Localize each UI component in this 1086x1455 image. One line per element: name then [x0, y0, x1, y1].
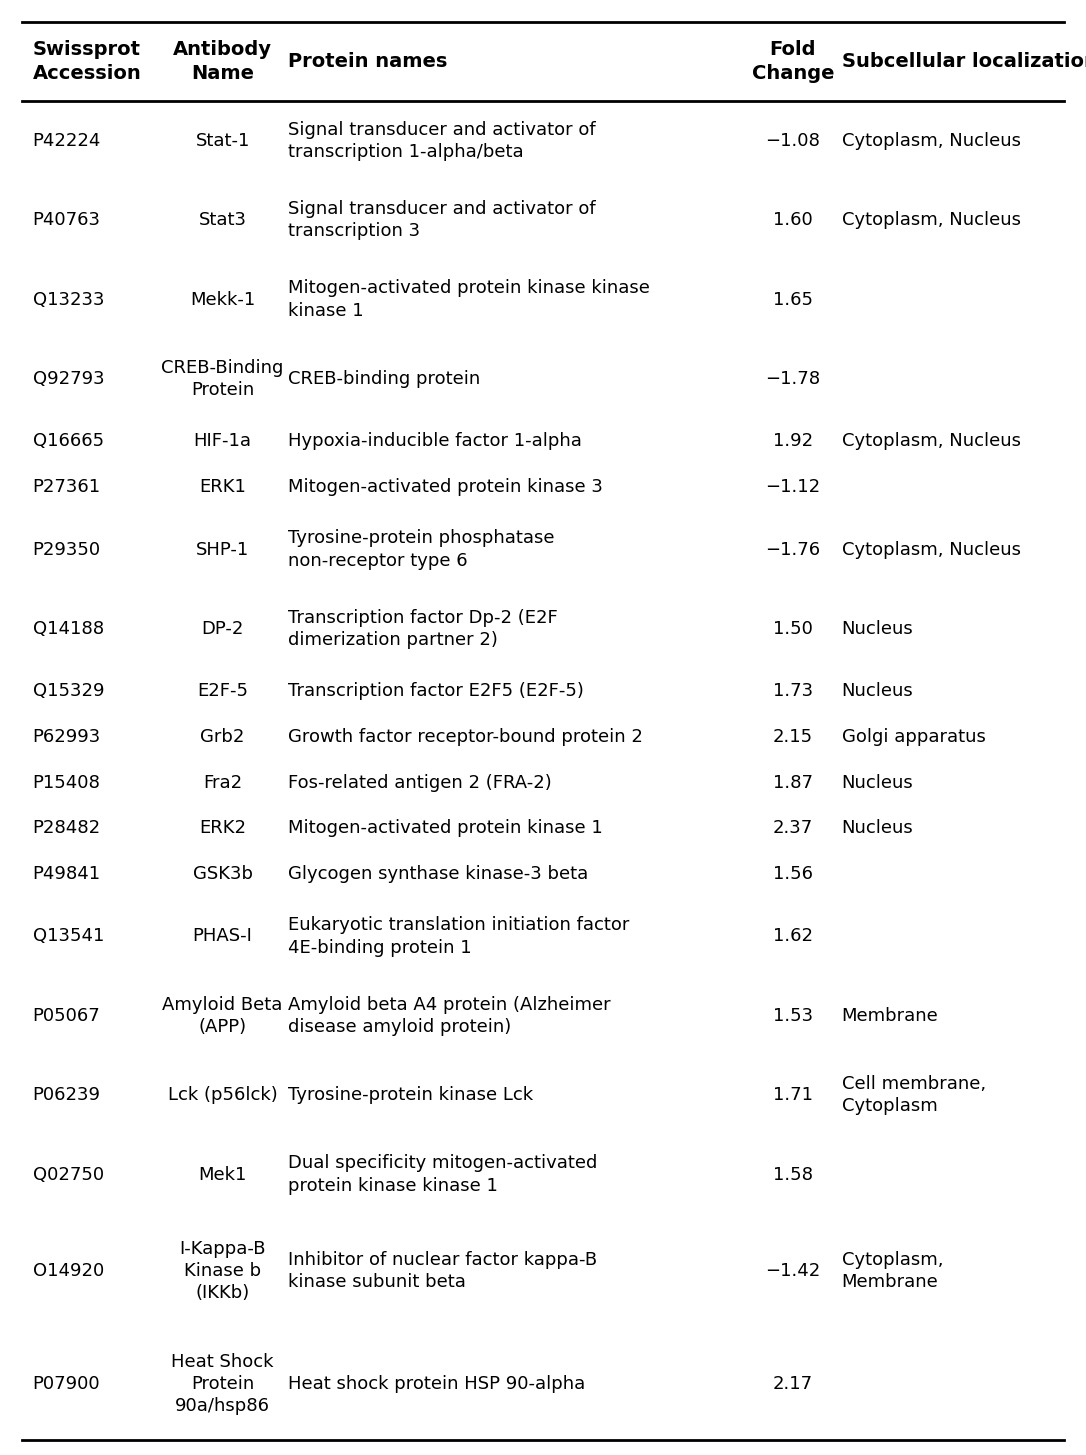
Text: P15408: P15408 [33, 774, 100, 792]
Text: Fold
Change: Fold Change [752, 41, 834, 83]
Text: P27361: P27361 [33, 479, 101, 496]
Text: −1.08: −1.08 [766, 132, 820, 150]
Text: Nucleus: Nucleus [842, 819, 913, 838]
Text: Stat3: Stat3 [199, 211, 247, 230]
Text: 2.17: 2.17 [773, 1375, 812, 1392]
Text: P40763: P40763 [33, 211, 101, 230]
Text: Cytoplasm, Nucleus: Cytoplasm, Nucleus [842, 432, 1021, 451]
Text: Q13541: Q13541 [33, 927, 104, 946]
Text: Amyloid Beta
(APP): Amyloid Beta (APP) [163, 995, 282, 1036]
Text: P42224: P42224 [33, 132, 101, 150]
Text: 1.92: 1.92 [773, 432, 812, 451]
Text: Cytoplasm, Nucleus: Cytoplasm, Nucleus [842, 211, 1021, 230]
Text: Tyrosine-protein phosphatase
non-receptor type 6: Tyrosine-protein phosphatase non-recepto… [288, 530, 554, 570]
Text: P06239: P06239 [33, 1087, 101, 1104]
Text: GSK3b: GSK3b [192, 864, 253, 883]
Text: Q92793: Q92793 [33, 370, 104, 388]
Text: Fos-related antigen 2 (FRA-2): Fos-related antigen 2 (FRA-2) [288, 774, 552, 792]
Text: ERK1: ERK1 [199, 479, 247, 496]
Text: Grb2: Grb2 [201, 728, 244, 746]
Text: Q14188: Q14188 [33, 620, 103, 637]
Text: DP-2: DP-2 [201, 620, 244, 637]
Text: Antibody
Name: Antibody Name [173, 41, 273, 83]
Text: Mitogen-activated protein kinase 3: Mitogen-activated protein kinase 3 [288, 479, 603, 496]
Text: P28482: P28482 [33, 819, 101, 838]
Text: Subcellular localization: Subcellular localization [842, 52, 1086, 71]
Text: Q15329: Q15329 [33, 682, 104, 700]
Text: Glycogen synthase kinase-3 beta: Glycogen synthase kinase-3 beta [288, 864, 588, 883]
Text: Nucleus: Nucleus [842, 774, 913, 792]
Text: O14920: O14920 [33, 1261, 104, 1280]
Text: Cytoplasm,
Membrane: Cytoplasm, Membrane [842, 1251, 943, 1291]
Text: 2.37: 2.37 [772, 819, 813, 838]
Text: 1.87: 1.87 [773, 774, 812, 792]
Text: Heat Shock
Protein
90a/hsp86: Heat Shock Protein 90a/hsp86 [172, 1353, 274, 1416]
Text: Inhibitor of nuclear factor kappa-B
kinase subunit beta: Inhibitor of nuclear factor kappa-B kina… [288, 1251, 597, 1291]
Text: Membrane: Membrane [842, 1007, 938, 1024]
Text: Q13233: Q13233 [33, 291, 104, 308]
Text: ERK2: ERK2 [199, 819, 247, 838]
Text: −1.76: −1.76 [766, 541, 820, 559]
Text: E2F-5: E2F-5 [198, 682, 248, 700]
Text: Dual specificity mitogen-activated
protein kinase kinase 1: Dual specificity mitogen-activated prote… [288, 1154, 597, 1195]
Text: Cytoplasm, Nucleus: Cytoplasm, Nucleus [842, 132, 1021, 150]
Text: Golgi apparatus: Golgi apparatus [842, 728, 985, 746]
Text: PHAS-I: PHAS-I [192, 927, 253, 946]
Text: P05067: P05067 [33, 1007, 100, 1024]
Text: 1.71: 1.71 [773, 1087, 812, 1104]
Text: Nucleus: Nucleus [842, 682, 913, 700]
Text: Nucleus: Nucleus [842, 620, 913, 637]
Text: 1.53: 1.53 [773, 1007, 812, 1024]
Text: Mitogen-activated protein kinase kinase
kinase 1: Mitogen-activated protein kinase kinase … [288, 279, 649, 320]
Text: Transcription factor Dp-2 (E2F
dimerization partner 2): Transcription factor Dp-2 (E2F dimerizat… [288, 608, 557, 649]
Text: I-Kappa-B
Kinase b
(IKKb): I-Kappa-B Kinase b (IKKb) [179, 1240, 266, 1302]
Text: Cytoplasm, Nucleus: Cytoplasm, Nucleus [842, 541, 1021, 559]
Text: Mitogen-activated protein kinase 1: Mitogen-activated protein kinase 1 [288, 819, 603, 838]
Text: Hypoxia-inducible factor 1-alpha: Hypoxia-inducible factor 1-alpha [288, 432, 582, 451]
Text: Growth factor receptor-bound protein 2: Growth factor receptor-bound protein 2 [288, 728, 643, 746]
Text: Protein names: Protein names [288, 52, 447, 71]
Text: Lck (p56lck): Lck (p56lck) [167, 1087, 278, 1104]
Text: P29350: P29350 [33, 541, 101, 559]
Text: Q02750: Q02750 [33, 1165, 103, 1183]
Text: Eukaryotic translation initiation factor
4E-binding protein 1: Eukaryotic translation initiation factor… [288, 917, 629, 956]
Text: 2.15: 2.15 [773, 728, 812, 746]
Text: Q16665: Q16665 [33, 432, 103, 451]
Text: 1.60: 1.60 [773, 211, 812, 230]
Text: SHP-1: SHP-1 [195, 541, 250, 559]
Text: P49841: P49841 [33, 864, 101, 883]
Text: −1.12: −1.12 [766, 479, 820, 496]
Text: Mek1: Mek1 [199, 1165, 247, 1183]
Text: Heat shock protein HSP 90-alpha: Heat shock protein HSP 90-alpha [288, 1375, 585, 1392]
Text: 1.50: 1.50 [773, 620, 812, 637]
Text: Fra2: Fra2 [203, 774, 242, 792]
Text: −1.42: −1.42 [766, 1261, 820, 1280]
Text: Signal transducer and activator of
transcription 3: Signal transducer and activator of trans… [288, 201, 595, 240]
Text: Mekk-1: Mekk-1 [190, 291, 255, 308]
Text: Swissprot
Accession: Swissprot Accession [33, 41, 141, 83]
Text: Tyrosine-protein kinase Lck: Tyrosine-protein kinase Lck [288, 1087, 533, 1104]
Text: Stat-1: Stat-1 [195, 132, 250, 150]
Text: 1.73: 1.73 [773, 682, 812, 700]
Text: P07900: P07900 [33, 1375, 100, 1392]
Text: 1.65: 1.65 [773, 291, 812, 308]
Text: −1.78: −1.78 [766, 370, 820, 388]
Text: HIF-1a: HIF-1a [193, 432, 252, 451]
Text: Transcription factor E2F5 (E2F-5): Transcription factor E2F5 (E2F-5) [288, 682, 583, 700]
Text: 1.62: 1.62 [773, 927, 812, 946]
Text: CREB-binding protein: CREB-binding protein [288, 370, 480, 388]
Text: Amyloid beta A4 protein (Alzheimer
disease amyloid protein): Amyloid beta A4 protein (Alzheimer disea… [288, 995, 610, 1036]
Text: 1.56: 1.56 [773, 864, 812, 883]
Text: Signal transducer and activator of
transcription 1-alpha/beta: Signal transducer and activator of trans… [288, 121, 595, 162]
Text: P62993: P62993 [33, 728, 101, 746]
Text: CREB-Binding
Protein: CREB-Binding Protein [162, 359, 283, 399]
Text: Cell membrane,
Cytoplasm: Cell membrane, Cytoplasm [842, 1075, 986, 1116]
Text: 1.58: 1.58 [773, 1165, 812, 1183]
